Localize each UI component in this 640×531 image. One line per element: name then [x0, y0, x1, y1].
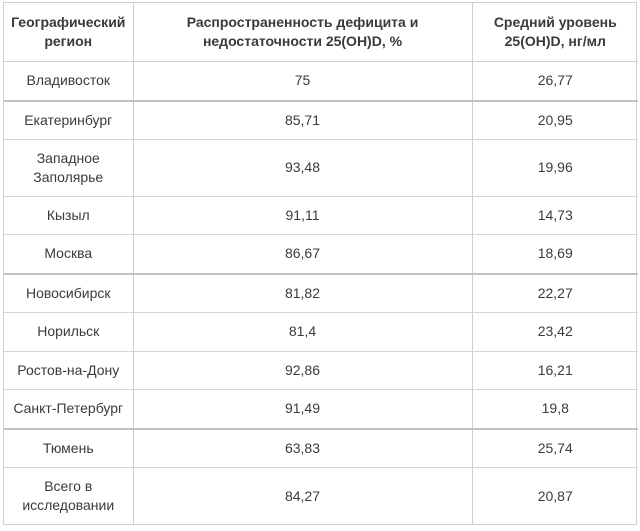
cell-mean-level: 23,42: [472, 312, 638, 352]
cell-prevalence: 91,49: [133, 389, 473, 430]
cell-region: Норильск: [4, 312, 134, 352]
cell-region: Всего в исследовании: [4, 467, 134, 524]
cell-mean-level: 16,21: [472, 351, 638, 391]
cell-mean-level: 19,96: [472, 139, 638, 197]
cell-region: Западное Заполярье: [4, 139, 134, 197]
cell-mean-level: 26,77: [472, 61, 638, 102]
cell-region: Санкт-Петербург: [4, 389, 134, 430]
cell-mean-level: 19,8: [472, 389, 638, 430]
cell-prevalence: 93,48: [133, 139, 473, 197]
cell-region: Екатеринбург: [4, 100, 134, 140]
header-mean-level: Средний уровень 25(OH)D, нг/мл: [472, 3, 638, 62]
header-region: Географический регион: [4, 3, 134, 62]
cell-mean-level: 22,27: [472, 273, 638, 314]
table-row: Владивосток 75 26,77: [4, 61, 638, 102]
cell-prevalence: 91,11: [133, 196, 473, 236]
cell-prevalence: 75: [133, 61, 473, 102]
table-row: Ростов-на-Дону 92,86 16,21: [4, 351, 638, 391]
table-row: Тюмень 63,83 25,74: [4, 428, 638, 469]
table-row: Норильск 81,4 23,42: [4, 312, 638, 352]
cell-prevalence: 84,27: [133, 467, 473, 524]
cell-prevalence: 92,86: [133, 351, 473, 391]
cell-mean-level: 25,74: [472, 428, 638, 469]
table-row: Екатеринбург 85,71 20,95: [4, 100, 638, 140]
cell-mean-level: 18,69: [472, 234, 638, 275]
cell-prevalence: 85,71: [133, 100, 473, 140]
table-row: Москва 86,67 18,69: [4, 234, 638, 275]
vitamin-d-table: Географический регион Распространенность…: [4, 3, 638, 524]
cell-mean-level: 20,87: [537, 487, 573, 504]
cell-prevalence: 81,82: [133, 273, 473, 314]
cell-mean-level: 20,95: [472, 100, 638, 140]
header-row: Географический регион Распространенность…: [4, 3, 638, 62]
table-header: Географический регион Распространенность…: [4, 3, 638, 62]
table-row: Западное Заполярье 93,48 19,96: [4, 139, 638, 197]
cell-prevalence: 86,67: [133, 234, 473, 275]
cell-prevalence: 63,83: [133, 428, 473, 469]
table-row: Санкт-Петербург 91,49 19,8: [4, 389, 638, 430]
table-row: Всего в исследовании 84,27 20,87: [4, 467, 638, 524]
header-prevalence: Распространенность дефицита и недостаточ…: [133, 3, 473, 62]
cell-prevalence: 81,4: [133, 312, 473, 352]
cell-mean-level: 14,73: [472, 196, 638, 236]
cell-region: Тюмень: [4, 428, 134, 469]
cell-region: Новосибирск: [4, 273, 134, 314]
cell-region: Владивосток: [4, 61, 134, 102]
cell-region: Москва: [4, 234, 134, 275]
data-table-container: Географический регион Распространенность…: [3, 2, 638, 525]
table-row: Новосибирск 81,82 22,27: [4, 273, 638, 314]
table-row: Кызыл 91,11 14,73: [4, 196, 638, 236]
cell-region: Ростов-на-Дону: [4, 351, 134, 391]
table-body: Владивосток 75 26,77 Екатеринбург 85,71 …: [4, 61, 638, 524]
cell-region: Кызыл: [4, 196, 134, 236]
